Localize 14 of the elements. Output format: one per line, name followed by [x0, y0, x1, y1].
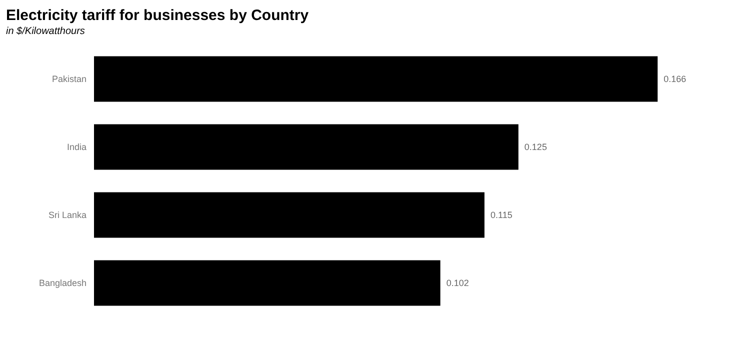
bar — [94, 56, 658, 102]
y-tick-label: Pakistan — [52, 74, 86, 84]
bar — [94, 260, 440, 306]
data-label: 0.115 — [490, 210, 512, 220]
bar — [94, 192, 484, 238]
y-tick-label: Bangladesh — [38, 278, 86, 288]
y-tick-label: Sri Lanka — [48, 210, 86, 220]
chart-title: Electricity tariff for businesses by Country — [6, 7, 310, 24]
bar — [94, 124, 518, 170]
data-label: 0.166 — [664, 74, 686, 84]
chart-subtitle: in $/Kilowatthours — [6, 26, 85, 37]
y-tick-label: India — [66, 142, 86, 152]
data-label: 0.125 — [524, 142, 547, 152]
data-label: 0.102 — [446, 278, 469, 288]
